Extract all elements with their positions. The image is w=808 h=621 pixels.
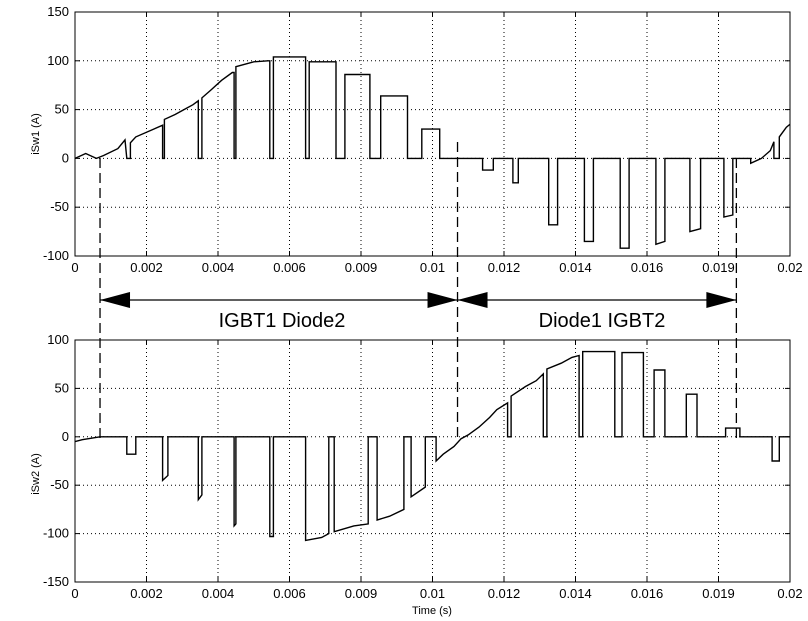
arrowhead-left-start (100, 292, 131, 308)
top-xtick-label: 0.006 (273, 260, 306, 275)
top-xtick-label: 0.012 (488, 260, 521, 275)
region-label-diode1-igbt2-bg (532, 308, 672, 334)
arrowhead-right-start (457, 292, 488, 308)
top-current-trace (75, 56, 790, 249)
region-label-igbt1-diode2: IGBT1 Diode2 (219, 310, 346, 332)
bottom-ytick-label: -150 (43, 574, 69, 589)
conduction-annotation (99, 142, 738, 442)
bottom-ytick-label: 100 (47, 332, 69, 347)
bottom-current-trace (75, 350, 790, 542)
bottom-plot-iSw2: 0 0.002 0.004 0.006 0.009 0.01 0.012 0.014 0.016… (43, 332, 803, 601)
top-ytick-label: 0 (62, 150, 69, 165)
top-xtick-label: 0.01 (420, 260, 445, 275)
top-xtick-label: 0.014 (559, 260, 592, 275)
bottom-xtick-label: 0.019 (702, 586, 735, 601)
bottom-xtick-label: 0 (71, 586, 78, 601)
top-ytick-label: 150 (47, 4, 69, 19)
ylabel-top: iSw1 (A) (30, 113, 42, 155)
top-ytick-label: -50 (50, 199, 69, 214)
top-xtick-label: 0.002 (130, 260, 163, 275)
top-plot-iSw1: 0 0.002 0.004 0.006 0.009 0.01 0.012 0.014 0.016… (43, 4, 803, 275)
top-xtick-label: 0.02 (777, 260, 802, 275)
bottom-xtick-label: 0.002 (130, 586, 163, 601)
bottom-xtick-label: 0.01 (420, 586, 445, 601)
top-ytick-label: -100 (43, 248, 69, 263)
top-xtick-label: 0.004 (202, 260, 235, 275)
top-plot-frame (74, 11, 791, 257)
bottom-ytick-label: -50 (50, 477, 69, 492)
top-ytick-label: 50 (55, 102, 69, 117)
bottom-ytick-label: 0 (62, 429, 69, 444)
ylabel-bottom: iSw2 (A) (30, 453, 42, 495)
bottom-xtick-label: 0.004 (202, 586, 235, 601)
top-xtick-label: 0.016 (631, 260, 664, 275)
bottom-xtick-label: 0.014 (559, 586, 592, 601)
top-ytick-label: 100 (47, 53, 69, 68)
bottom-xtick-label: 0.012 (488, 586, 521, 601)
top-xtick-label: 0.019 (702, 260, 735, 275)
region-label-igbt1-diode2-bg (212, 308, 352, 334)
bottom-plot-frame (74, 339, 791, 583)
bottom-xtick-label: 0.016 (631, 586, 664, 601)
arrowhead-right-end (706, 292, 737, 308)
xlabel-bottom: Time (s) (412, 605, 452, 617)
bottom-ytick-label: -100 (43, 526, 69, 541)
bottom-ytick-label: 50 (55, 380, 69, 395)
bottom-xtick-label: 0.006 (273, 586, 306, 601)
arrowhead-left-end (427, 292, 458, 308)
top-xtick-label: 0.009 (345, 260, 378, 275)
bottom-xtick-label: 0.02 (777, 586, 802, 601)
bottom-xtick-label: 0.009 (345, 586, 378, 601)
top-xtick-label: 0 (71, 260, 78, 275)
region-label-diode1-igbt2: Diode1 IGBT2 (539, 310, 666, 332)
